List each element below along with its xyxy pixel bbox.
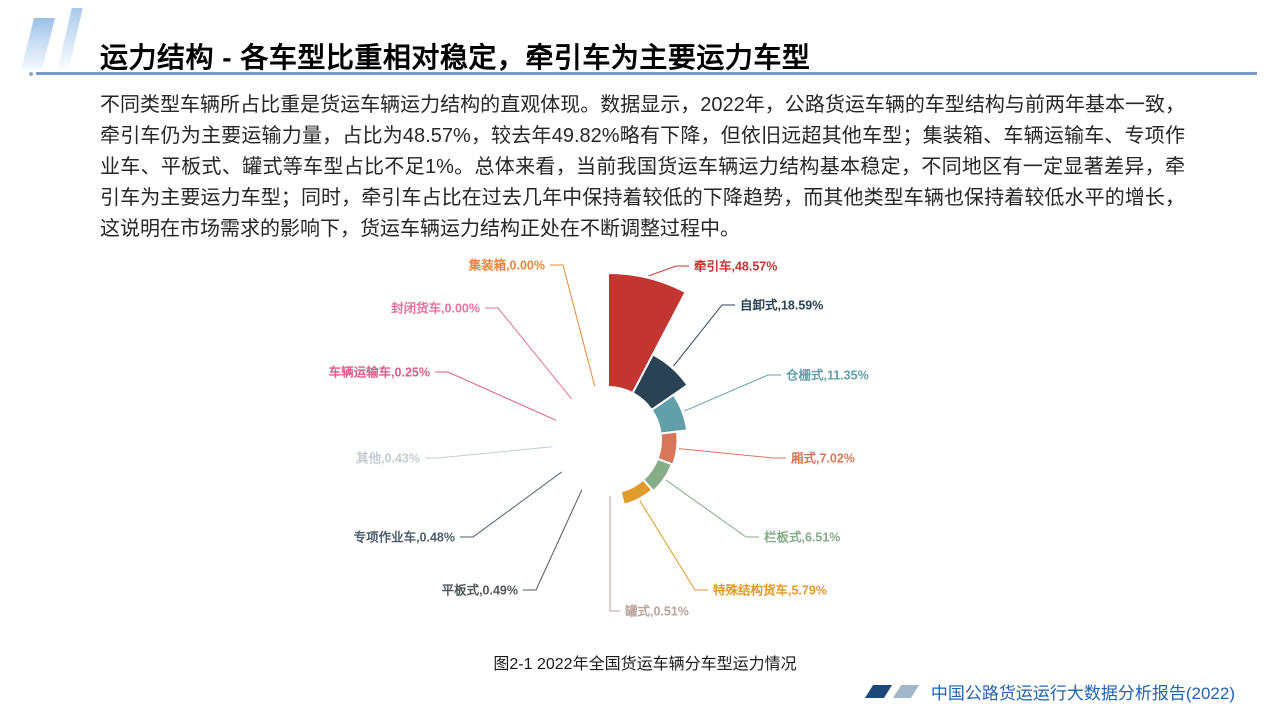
chart-label-专项作业车: 专项作业车,0.48%: [354, 530, 455, 545]
wedge-牵引车: [607, 271, 687, 395]
footer-report-name: 中国公路货运运行大数据分析报告(2022): [930, 683, 1235, 703]
wedge-罐式: [593, 490, 623, 496]
leader-line-集装箱: [550, 264, 596, 387]
leader-line-牵引车: [648, 265, 689, 277]
title-rule-dot: [29, 72, 33, 76]
wedge-专项作业车: [556, 457, 575, 482]
wedge-平板式: [570, 478, 597, 494]
figure-caption: 图2-1 2022年全国货运车辆分车型运力情况: [493, 656, 797, 673]
report-footer: 中国公路货运运行大数据分析报告(2022): [864, 680, 1235, 703]
chart-label-牵引车: 牵引车,48.57%: [694, 259, 777, 274]
leader-line-平板式: [523, 489, 583, 591]
wedge-自卸式: [631, 353, 689, 412]
leader-line-罐式: [609, 496, 620, 612]
leader-line-栏板式: [665, 479, 759, 538]
footer-parallelogram-light-icon: [892, 684, 919, 698]
leader-line-专项作业车: [460, 471, 563, 538]
chart-label-车辆运输车: 车辆运输车,0.25%: [329, 365, 430, 380]
leader-line-特殊结构货车: [639, 500, 708, 591]
leader-line-其他: [425, 446, 553, 459]
footer-parallelogram-dark-icon: [864, 684, 892, 698]
wedge-其他: [553, 432, 560, 461]
wedge-特殊结构货车: [619, 478, 654, 506]
rose-chart: 牵引车,48.57% 自卸式,18.59% 仓栅式,11.35% 厢式,7.02% 栏板…: [320, 248, 900, 630]
leader-line-厢式: [678, 448, 786, 459]
chart-label-特殊结构货车: 特殊结构货车,5.79%: [713, 583, 827, 598]
chart-label-自卸式: 自卸式,18.59%: [740, 298, 823, 313]
chart-label-仓栅式: 仓栅式,11.35%: [785, 368, 869, 383]
chart-label-平板式: 平板式,0.49%: [442, 583, 518, 598]
slide-corner-decoration-wide: [21, 18, 55, 70]
slide-corner-decoration-slash: [57, 8, 83, 72]
wedge-车辆运输车: [553, 408, 566, 435]
page-title: 运力结构 - 各车型比重相对稳定，牵引车为主要运力车型: [100, 42, 811, 73]
rose-chart-canvas: 牵引车,48.57% 自卸式,18.59% 仓栅式,11.35% 厢式,7.02% 栏板…: [329, 258, 869, 619]
wedge-厢式: [656, 430, 679, 466]
leader-line-仓栅式: [684, 374, 781, 412]
chart-label-厢式: 厢式,7.02%: [791, 451, 855, 466]
leader-line-自卸式: [673, 304, 735, 367]
leader-line-车辆运输车: [435, 371, 557, 421]
title-underline: [36, 72, 1257, 75]
chart-label-封闭货车: 封闭货车,0.00%: [391, 301, 480, 316]
chart-label-其他: 其他,0.43%: [356, 451, 420, 466]
chart-label-集装箱: 集装箱,0.00%: [468, 258, 545, 273]
chart-label-栏板式: 栏板式,6.51%: [764, 530, 840, 545]
body-paragraph: 不同类型车辆所占比重是货运车辆运力结构的直观体现。数据显示，2022年，公路货运…: [100, 94, 1185, 240]
leader-line-封闭货车: [485, 307, 572, 400]
wedge-栏板式: [641, 457, 674, 493]
wedge-仓栅式: [650, 393, 689, 435]
chart-label-罐式: 罐式,0.51%: [624, 604, 689, 619]
